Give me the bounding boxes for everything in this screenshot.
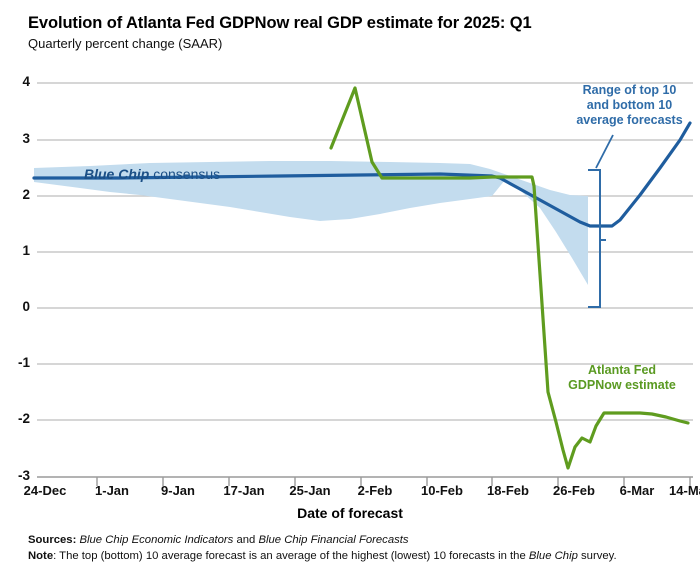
range-annotation-line3: average forecasts	[576, 113, 683, 127]
gdpnow-estimate-line	[329, 86, 690, 470]
range-bracket	[588, 169, 606, 308]
y-tick-label: 4	[22, 74, 30, 89]
range-annotation-leader	[595, 134, 614, 169]
gdpnow-annotation-line1: Atlanta Fed	[587, 363, 657, 377]
x-tick-label: 9-Jan	[161, 483, 195, 498]
footnote-note: Note: The top (bottom) 10 average foreca…	[28, 549, 683, 564]
footnote-sources: Sources: Blue Chip Economic Indicators a…	[28, 533, 683, 548]
footnote-sources-and: and	[233, 534, 259, 546]
footnote-note-label: Note	[28, 550, 54, 562]
y-tick-label: -1	[17, 355, 30, 370]
x-axis-title: Date of forecast	[297, 505, 403, 521]
x-axis-ticks	[96, 477, 691, 486]
page-title: Evolution of Atlanta Fed GDPNow real GDP…	[28, 14, 532, 32]
footnote-source-1: Blue Chip Economic Indicators	[79, 534, 234, 546]
gdpnow-annotation: Atlanta Fed GDPNow estimate	[548, 363, 696, 393]
footnote-note-text-1: : The top (bottom) 10 average forecast i…	[53, 550, 529, 562]
chart-subtitle: Quarterly percent change (SAAR)	[28, 36, 223, 51]
x-tick-label: 24-Dec	[23, 483, 67, 498]
y-tick-label: 3	[22, 131, 30, 146]
gdpnow-annotation-line2: GDPNow estimate	[568, 378, 676, 392]
range-annotation-line1: Range of top 10	[582, 83, 677, 97]
x-tick-label: 18-Feb	[487, 483, 529, 498]
footnote-sources-label: Sources:	[28, 534, 77, 546]
footnote-note-text-2: survey.	[577, 550, 617, 562]
range-annotation-line2: and bottom 10	[586, 98, 673, 112]
footnote-note-italic: Blue Chip	[528, 550, 578, 562]
y-tick-label: -3	[17, 468, 30, 483]
x-tick-label: 26-Feb	[553, 483, 595, 498]
range-annotation: Range of top 10 and bottom 10 average fo…	[562, 83, 697, 128]
consensus-annotation-rest: consensus	[149, 166, 221, 182]
x-tick-label: 17-Jan	[223, 483, 265, 498]
consensus-annotation: Blue Chip consensus	[84, 166, 220, 182]
footnote-source-2: Blue Chip Financial Forecasts	[258, 534, 409, 546]
y-tick-label: 2	[22, 187, 30, 202]
x-tick-label: 25-Jan	[289, 483, 331, 498]
blue-range-band	[34, 161, 588, 285]
x-tick-label: 6-Mar	[619, 483, 655, 498]
y-tick-label: 0	[22, 299, 30, 314]
x-tick-label: 2-Feb	[357, 483, 393, 498]
y-tick-label: -2	[17, 411, 30, 426]
x-tick-label: 10-Feb	[421, 483, 463, 498]
x-tick-label: 14-Mar	[669, 483, 700, 498]
consensus-annotation-italic: Blue Chip	[84, 166, 150, 182]
blue-chip-consensus-line	[32, 121, 692, 228]
y-tick-label: 1	[22, 243, 30, 258]
x-tick-label: 1-Jan	[95, 483, 129, 498]
